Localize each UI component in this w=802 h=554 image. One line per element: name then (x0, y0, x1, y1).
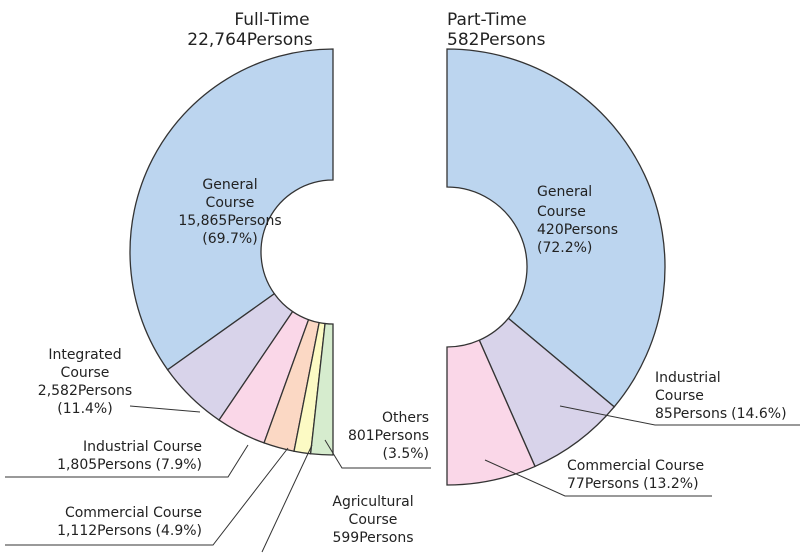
percent-label: (3.5%) (383, 446, 430, 462)
category-label: Course (655, 388, 704, 404)
pie-slice (446, 339, 536, 486)
category-label: Industrial (655, 370, 721, 386)
leader-line (5, 447, 289, 546)
percent-label: (4.9%) (156, 523, 203, 539)
value-label: 77Persons (567, 476, 639, 492)
value-label: 1,805Persons (57, 457, 151, 473)
value-label: 1,112Persons (57, 523, 151, 539)
leader-line (324, 439, 431, 469)
category-label: Course (537, 204, 586, 220)
leader-line (5, 444, 249, 478)
pie-slice (446, 48, 666, 408)
value-label: 420Persons (537, 222, 618, 238)
leader-line (129, 405, 201, 413)
category-label: Course (61, 365, 110, 381)
percent-label: (14.6%) (731, 406, 786, 422)
percent-label: (72.2%) (537, 240, 592, 256)
category-label: General (537, 184, 592, 200)
category-label: Commercial Course (567, 458, 704, 474)
value-label: 15,865Persons (178, 213, 281, 229)
category-label: Agricultural (332, 494, 413, 510)
chart-total: 22,764Persons (187, 30, 313, 50)
percent-label: (13.2%) (643, 476, 698, 492)
value-label: 85Persons (655, 406, 727, 422)
pie-slice (309, 322, 334, 456)
category-label: General (202, 177, 257, 193)
category-label: Commercial Course (65, 505, 202, 521)
category-label: Integrated (48, 347, 121, 363)
percent-label: (69.7%) (202, 231, 257, 247)
value-label: 2,582Persons (38, 383, 132, 399)
chart-title: Part-Time (447, 10, 527, 30)
leader-line (484, 459, 712, 497)
category-label: Others (382, 410, 429, 426)
value-label: 599Persons (332, 530, 413, 546)
slice-label: 1,805Persons (7.9%) (57, 457, 202, 473)
chart-total: 582Persons (447, 30, 546, 50)
category-label: Industrial Course (83, 439, 202, 455)
pie-slice (129, 48, 334, 371)
percent-label: (11.4%) (57, 401, 112, 417)
chart-title: Full-Time (234, 10, 309, 30)
category-label: Course (349, 512, 398, 528)
slice-label: 1,112Persons (4.9%) (57, 523, 202, 539)
slice-label: 85Persons (14.6%) (655, 406, 787, 422)
percent-label: (7.9%) (156, 457, 203, 473)
leader-line (559, 405, 800, 426)
slice-label: 77Persons (13.2%) (567, 476, 699, 492)
category-label: Course (206, 195, 255, 211)
value-label: 801Persons (348, 428, 429, 444)
leader-line (261, 444, 313, 553)
